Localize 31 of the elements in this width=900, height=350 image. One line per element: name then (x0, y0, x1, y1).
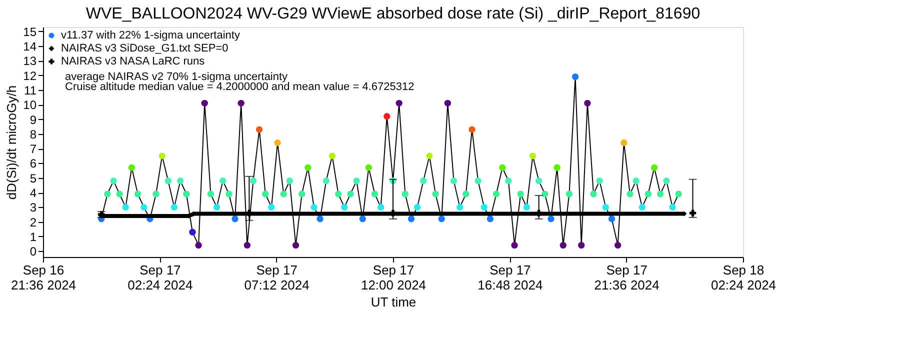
y-tick-label: 13 (23, 54, 37, 68)
y-tick-label: 6 (30, 156, 37, 171)
annotation: Cruise altitude median value = 4.2000000 and mean value = 4.6725312 (65, 81, 414, 93)
y-tick-label: 11 (24, 83, 37, 98)
y-tick-label: 2 (30, 215, 37, 230)
y-tick-label: 10 (23, 98, 37, 112)
x-tick-label: Sep 17 07:12 2024 (244, 262, 310, 292)
chart-title: WVE_BALLOON2024 WV-G29 WViewE absorbed dose rate (Si) _dirIP_Report_81690 (86, 5, 700, 22)
y-tick-label: 3 (30, 200, 37, 215)
legend-label: v11.37 with 22% 1-sigma uncertainty (61, 30, 240, 42)
legend-label: NAIRAS v3 NASA LaRC runs (61, 56, 206, 68)
y-tick-label: 1 (30, 230, 37, 244)
y-tick-label: 5 (30, 171, 37, 186)
y-tick-label: 8 (30, 127, 37, 142)
y-axis-title: dD(Si)/dt microGy/h (4, 85, 20, 200)
y-tick-label: 4 (30, 186, 37, 200)
x-tick-label: Sep 17 12:00 2024 (360, 262, 426, 292)
x-tick-label: Sep 17 16:48 2024 (478, 262, 543, 292)
y-tick-label: 15 (23, 24, 37, 39)
legend-label: NAIRAS v3 SiDose_G1.txt SEP=0 (61, 42, 228, 54)
y-tick-label: 9 (30, 112, 37, 127)
x-tick-label: Sep 17 02:24 2024 (128, 262, 193, 292)
x-axis-title: UT time (370, 294, 416, 310)
y-tick-label: 12 (23, 68, 37, 83)
annotation: average NAIRAS v2 70% 1-sigma uncertainty (65, 71, 288, 83)
y-tick-label: 7 (30, 142, 37, 156)
x-tick-label: Sep 17 21:36 2024 (594, 262, 660, 292)
y-tick-label: 0 (30, 244, 37, 259)
y-tick-label: 14 (23, 40, 37, 54)
x-tick-label: Sep 16 21:36 2024 (10, 262, 76, 292)
x-tick-label: Sep 18 02:24 2024 (710, 262, 776, 292)
